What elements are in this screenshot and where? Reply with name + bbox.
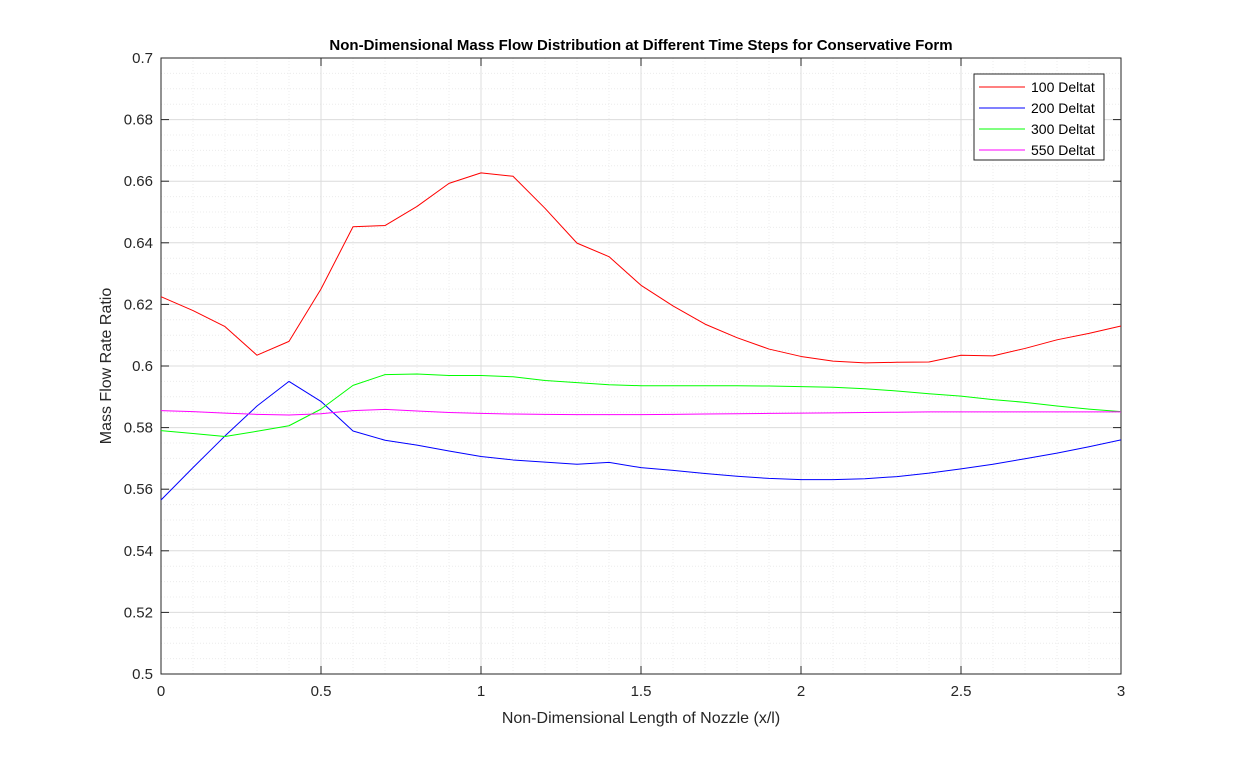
axis-ticks — [160, 57, 1122, 675]
legend-label: 100 Deltat — [1031, 79, 1095, 95]
legend-label: 300 Deltat — [1031, 121, 1095, 137]
y-tick-label: 0.68 — [124, 112, 153, 129]
y-axis-label: Mass Flow Rate Ratio — [98, 288, 115, 445]
series-lines — [160, 172, 1122, 501]
y-tick-label: 0.56 — [124, 481, 153, 498]
y-tick-label: 0.62 — [124, 296, 153, 313]
series-line-3 — [160, 373, 1122, 438]
legend-label: 200 Deltat — [1031, 100, 1095, 116]
series-line-2 — [160, 380, 1122, 501]
y-tick-label: 0.54 — [124, 543, 153, 560]
legend-label: 550 Deltat — [1031, 142, 1095, 158]
series-line-4 — [160, 408, 1121, 416]
y-tick-label: 0.64 — [124, 235, 153, 252]
y-tick-label: 0.6 — [132, 358, 153, 375]
x-tick-label: 0.5 — [311, 683, 332, 700]
legend-box — [973, 73, 1105, 161]
x-tick-label: 1.5 — [631, 683, 652, 700]
x-tick-label: 0 — [157, 683, 165, 700]
x-tick-label: 1 — [477, 683, 485, 700]
series-line-1 — [160, 172, 1122, 364]
x-axis-label: Non-Dimensional Length of Nozzle (x/l) — [502, 710, 780, 727]
y-tick-label: 0.58 — [124, 420, 153, 437]
y-tick-label: 0.7 — [132, 50, 153, 67]
x-tick-label: 2 — [797, 683, 805, 700]
legend: 100 Deltat 200 Deltat 300 Deltat 550 Deltat — [973, 73, 1105, 161]
x-tick-label: 3 — [1117, 683, 1125, 700]
y-tick-label: 0.66 — [124, 173, 153, 190]
y-tick-label: 0.5 — [132, 666, 153, 683]
x-tick-label: 2.5 — [951, 683, 972, 700]
chart-title: Non-Dimensional Mass Flow Distribution a… — [329, 37, 952, 54]
tick-labels: 0 0.5 1 1.5 2 2.5 30.50.520.540.560.580.60.620… — [124, 50, 1125, 700]
y-tick-label: 0.52 — [124, 604, 153, 621]
